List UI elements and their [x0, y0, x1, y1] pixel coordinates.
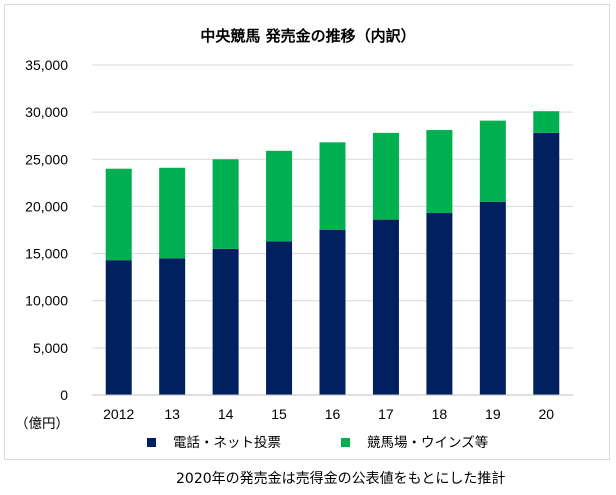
x-tick-label: 17	[378, 406, 394, 422]
x-tick-label: 2012	[103, 406, 134, 422]
bar-racecourse-18	[426, 130, 453, 214]
bars	[105, 111, 560, 395]
bar-racecourse-19	[479, 120, 506, 202]
x-tick-label: 13	[164, 406, 180, 422]
chart-frame: 中央競馬 発売金の推移（内訳） 0 5,000 10,000 15,000 20,000…	[4, 4, 610, 460]
bar-online-18	[426, 213, 453, 395]
bar-online-20	[533, 132, 560, 395]
y-tick-label: 35,000	[25, 57, 68, 73]
legend-swatch-online	[147, 438, 156, 447]
bar-online-16	[319, 230, 346, 395]
bar-racecourse-15	[266, 150, 293, 242]
x-tick-label: 15	[271, 406, 287, 422]
bar-online-2012	[105, 260, 132, 395]
y-tick-label: 10,000	[25, 293, 68, 309]
y-tick-label: 25,000	[25, 151, 68, 167]
bar-online-19	[479, 201, 506, 395]
bar-online-14	[212, 248, 239, 395]
x-tick-label: 16	[325, 406, 341, 422]
x-tick-label: 20	[538, 406, 554, 422]
legend-label-online: 電話・ネット投票	[173, 434, 281, 451]
y-tick-label: 20,000	[25, 198, 68, 214]
y-unit-label: （億円）	[15, 416, 69, 432]
x-tick-label: 19	[485, 406, 501, 422]
bar-racecourse-16	[319, 142, 346, 230]
chart-svg: 中央競馬 発売金の推移（内訳） 0 5,000 10,000 15,000 20,000…	[15, 27, 573, 451]
bar-racecourse-14	[212, 159, 239, 249]
y-tick-labels: 0 5,000 10,000 15,000 20,000 25,000 30,000 35,0…	[25, 57, 68, 403]
legend-label-racecourse: 競馬場・ウインズ等	[367, 434, 488, 451]
x-tick-label: 14	[218, 406, 234, 422]
legend-swatch-racecourse	[341, 438, 350, 447]
bar-racecourse-2012	[105, 168, 132, 261]
bar-online-13	[159, 258, 186, 395]
bar-online-17	[372, 219, 399, 395]
y-tick-label: 15,000	[25, 246, 68, 262]
bar-online-15	[266, 241, 293, 395]
bar-racecourse-17	[372, 132, 399, 220]
footnote: 2020年の発売金は売得金の公表値をもとにした推計	[176, 471, 506, 487]
y-tick-label: 5,000	[33, 340, 68, 356]
x-tick-labels: 2012 13 14 15 16 17 18 19 20	[103, 406, 554, 422]
y-tick-label: 0	[60, 387, 68, 403]
legend: 電話・ネット投票 競馬場・ウインズ等	[147, 434, 488, 451]
bar-racecourse-20	[533, 111, 560, 133]
chart-title: 中央競馬 発売金の推移（内訳）	[200, 27, 415, 45]
x-tick-label: 18	[432, 406, 448, 422]
y-tick-label: 30,000	[25, 104, 68, 120]
bar-racecourse-13	[159, 167, 186, 259]
